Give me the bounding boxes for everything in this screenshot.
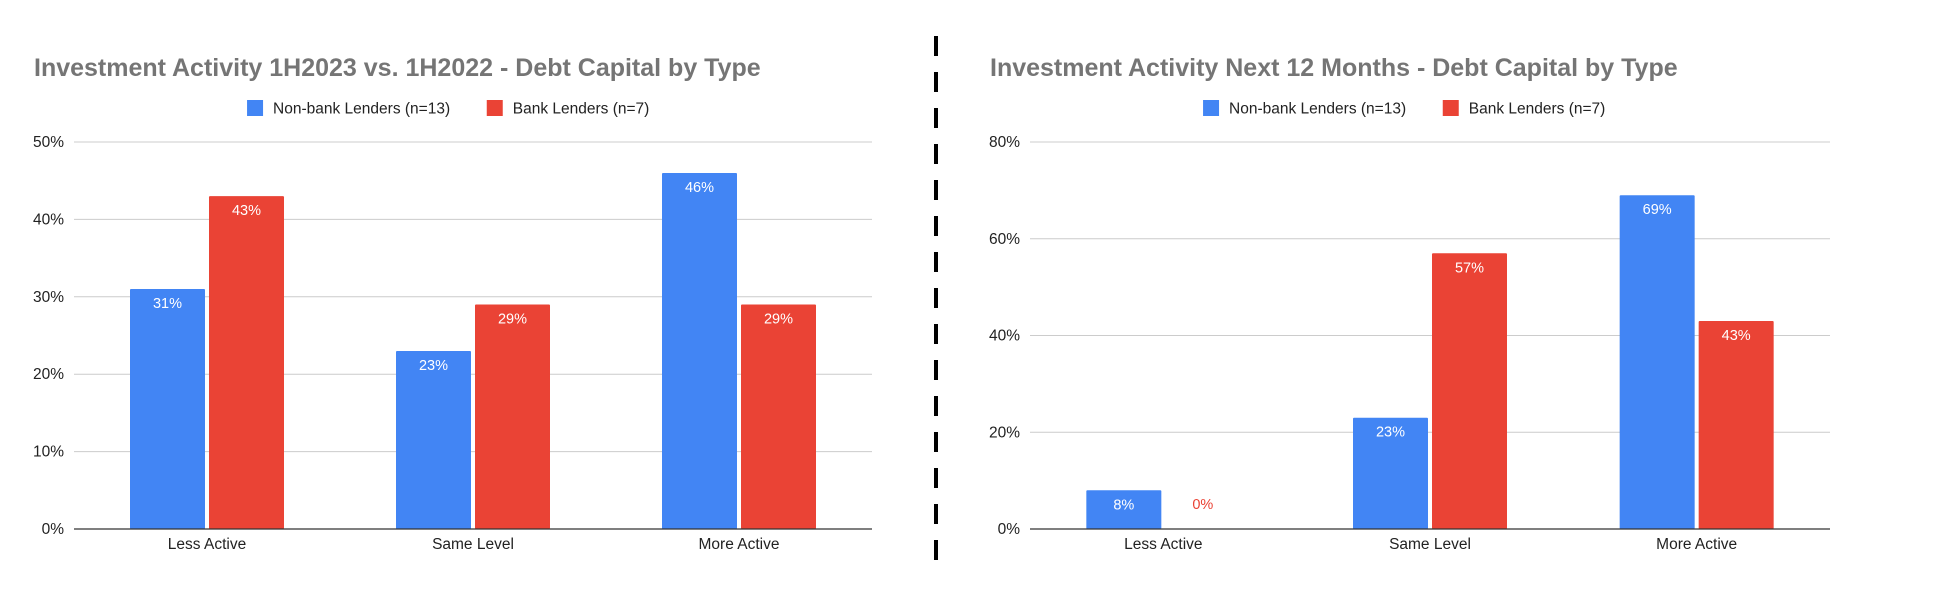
data-label: 57% (1455, 260, 1484, 276)
y-tick-label: 80% (989, 134, 1020, 151)
legend: Non-bank Lenders (n=13) Bank Lenders (n=7… (1203, 100, 1605, 118)
y-tick-label: 20% (33, 366, 64, 383)
data-label: 43% (1722, 328, 1751, 344)
legend-label: Bank Lenders (n=7) (513, 101, 650, 118)
legend: Non-bank Lenders (n=13) Bank Lenders (n=7… (247, 100, 649, 118)
data-label: 0% (1192, 497, 1213, 513)
legend-item-2: Bank Lenders (n=7) (486, 100, 650, 118)
legend-label: Bank Lenders (n=7) (1469, 101, 1606, 118)
chart-panel-2: Investment Activity Next 12 Months - Deb… (989, 54, 1830, 553)
x-tick-label: Same Level (1389, 536, 1471, 553)
data-label: 23% (1376, 425, 1405, 441)
bar (130, 289, 205, 529)
x-tick-label: Less Active (168, 536, 246, 553)
legend-swatch (486, 100, 503, 116)
bar (396, 350, 471, 529)
bar (209, 196, 284, 529)
bar (741, 304, 816, 529)
bar (1353, 417, 1428, 529)
y-tick-label: 40% (989, 328, 1020, 345)
data-label: 43% (232, 203, 261, 219)
legend-label: Non-bank Lenders (n=13) (1229, 101, 1406, 118)
bar (475, 304, 550, 529)
chart-title: Investment Activity 1H2023 vs. 1H2022 - … (34, 54, 761, 82)
y-tick-label: 0% (42, 521, 65, 538)
legend-swatch (1442, 100, 1459, 116)
legend-item-2: Bank Lenders (n=7) (1442, 100, 1606, 118)
bar (1432, 253, 1507, 529)
chart-panel-1: Investment Activity 1H2023 vs. 1H2022 - … (33, 54, 872, 553)
y-tick-label: 20% (989, 424, 1020, 441)
x-tick-label: More Active (1656, 536, 1737, 553)
legend-swatch (247, 100, 264, 116)
bar (1698, 320, 1774, 529)
bar (662, 172, 737, 529)
legend-label: Non-bank Lenders (n=13) (273, 101, 450, 118)
data-label: 29% (764, 312, 793, 328)
y-tick-label: 50% (33, 134, 64, 151)
y-tick-label: 0% (998, 521, 1021, 538)
data-label: 29% (498, 312, 527, 328)
y-tick-label: 60% (989, 231, 1020, 248)
data-label: 46% (685, 180, 714, 196)
data-label: 8% (1113, 497, 1134, 513)
data-label: 23% (419, 358, 448, 374)
legend-swatch (1203, 100, 1220, 116)
x-tick-label: Less Active (1124, 536, 1202, 553)
legend-item-1: Non-bank Lenders (n=13) (247, 100, 450, 118)
chart-title: Investment Activity Next 12 Months - Deb… (990, 54, 1678, 82)
y-tick-label: 30% (33, 289, 64, 306)
data-label: 69% (1643, 202, 1672, 218)
y-tick-label: 10% (33, 444, 64, 461)
bar (1086, 490, 1162, 529)
x-tick-label: More Active (699, 536, 780, 553)
bar (1619, 195, 1695, 529)
y-tick-label: 40% (33, 211, 64, 228)
data-label: 31% (153, 296, 182, 312)
x-tick-label: Same Level (432, 536, 514, 553)
legend-item-1: Non-bank Lenders (n=13) (1203, 100, 1406, 118)
